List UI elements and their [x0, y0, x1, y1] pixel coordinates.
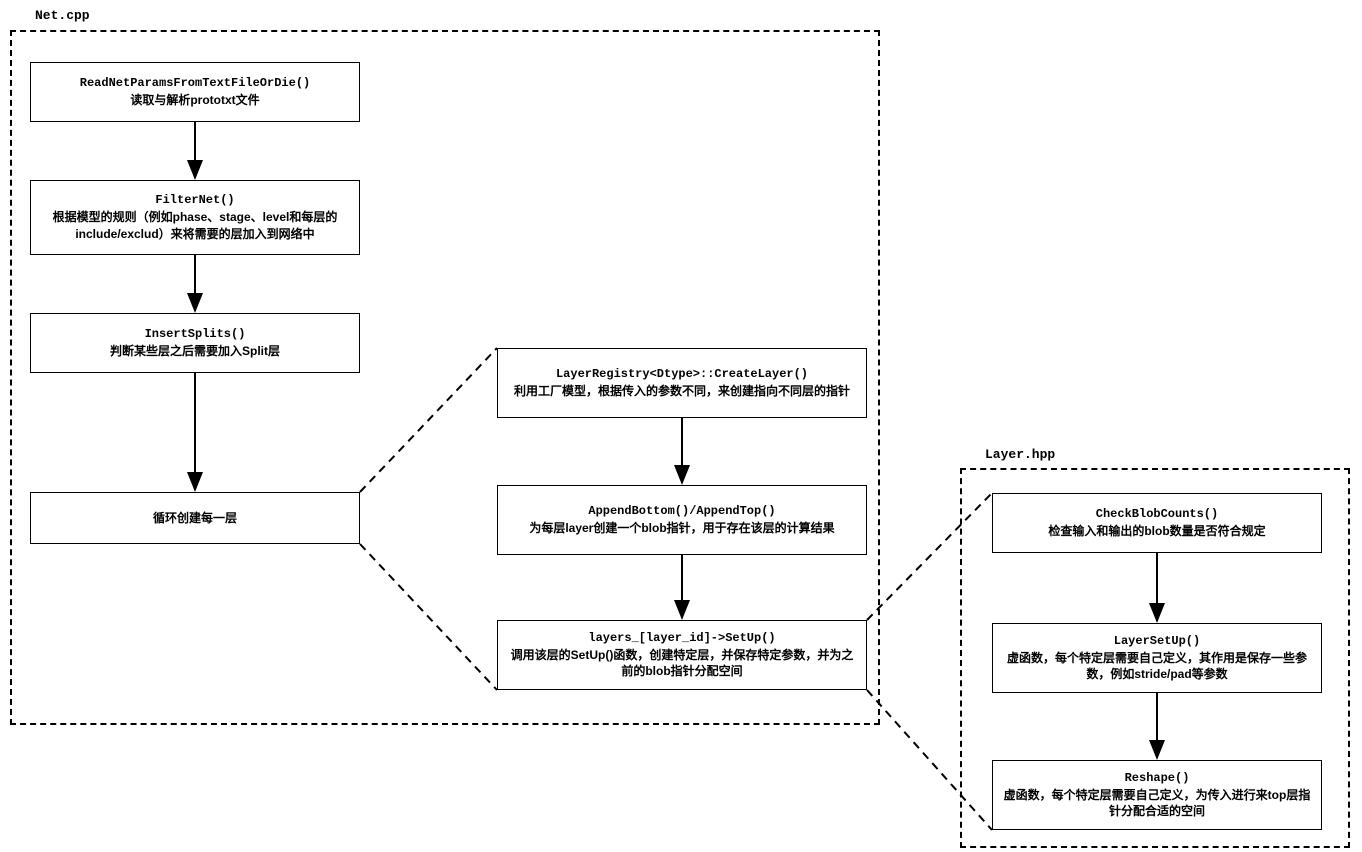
node-desc: 检查输入和输出的blob数量是否符合规定: [1048, 523, 1265, 540]
node-setup: layers_[layer_id]->SetUp() 调用该层的SetUp()函…: [497, 620, 867, 690]
container-label-layer: Layer.hpp: [985, 447, 1055, 462]
node-desc: 虚函数，每个特定层需要自己定义，为传入进行来top层指针分配合适的空间: [1001, 787, 1313, 821]
node-filternet: FilterNet() 根据模型的规则（例如phase、stage、level和…: [30, 180, 360, 255]
node-desc: 读取与解析prototxt文件: [130, 92, 259, 109]
node-desc: 判断某些层之后需要加入Split层: [110, 343, 280, 360]
node-readnetparams: ReadNetParamsFromTextFileOrDie() 读取与解析pr…: [30, 62, 360, 122]
node-title: layers_[layer_id]->SetUp(): [588, 630, 775, 647]
node-title: LayerRegistry<Dtype>::CreateLayer(): [556, 366, 808, 383]
node-desc: 循环创建每一层: [153, 510, 237, 527]
node-createlayer: LayerRegistry<Dtype>::CreateLayer() 利用工厂…: [497, 348, 867, 418]
node-desc: 为每层layer创建一个blob指针，用于存在该层的计算结果: [529, 520, 834, 537]
container-label-net: Net.cpp: [35, 8, 90, 23]
node-title: FilterNet(): [155, 192, 234, 209]
node-desc: 虚函数，每个特定层需要自己定义，其作用是保存一些参数，例如stride/pad等…: [1001, 650, 1313, 684]
node-title: LayerSetUp(): [1114, 633, 1200, 650]
node-title: Reshape(): [1125, 770, 1190, 787]
node-layersetup: LayerSetUp() 虚函数，每个特定层需要自己定义，其作用是保存一些参数，…: [992, 623, 1322, 693]
node-desc: 根据模型的规则（例如phase、stage、level和每层的include/e…: [39, 209, 351, 243]
node-insertsplits: InsertSplits() 判断某些层之后需要加入Split层: [30, 313, 360, 373]
node-loop-create-layer: 循环创建每一层: [30, 492, 360, 544]
node-title: CheckBlobCounts(): [1096, 506, 1218, 523]
node-title: InsertSplits(): [145, 326, 246, 343]
node-append: AppendBottom()/AppendTop() 为每层layer创建一个b…: [497, 485, 867, 555]
node-desc: 调用该层的SetUp()函数，创建特定层，并保存特定参数，并为之前的blob指针…: [506, 647, 858, 681]
node-reshape: Reshape() 虚函数，每个特定层需要自己定义，为传入进行来top层指针分配…: [992, 760, 1322, 830]
node-title: ReadNetParamsFromTextFileOrDie(): [80, 75, 310, 92]
node-checkblobcounts: CheckBlobCounts() 检查输入和输出的blob数量是否符合规定: [992, 493, 1322, 553]
node-desc: 利用工厂模型，根据传入的参数不同，来创建指向不同层的指针: [514, 383, 850, 400]
node-title: AppendBottom()/AppendTop(): [588, 503, 775, 520]
